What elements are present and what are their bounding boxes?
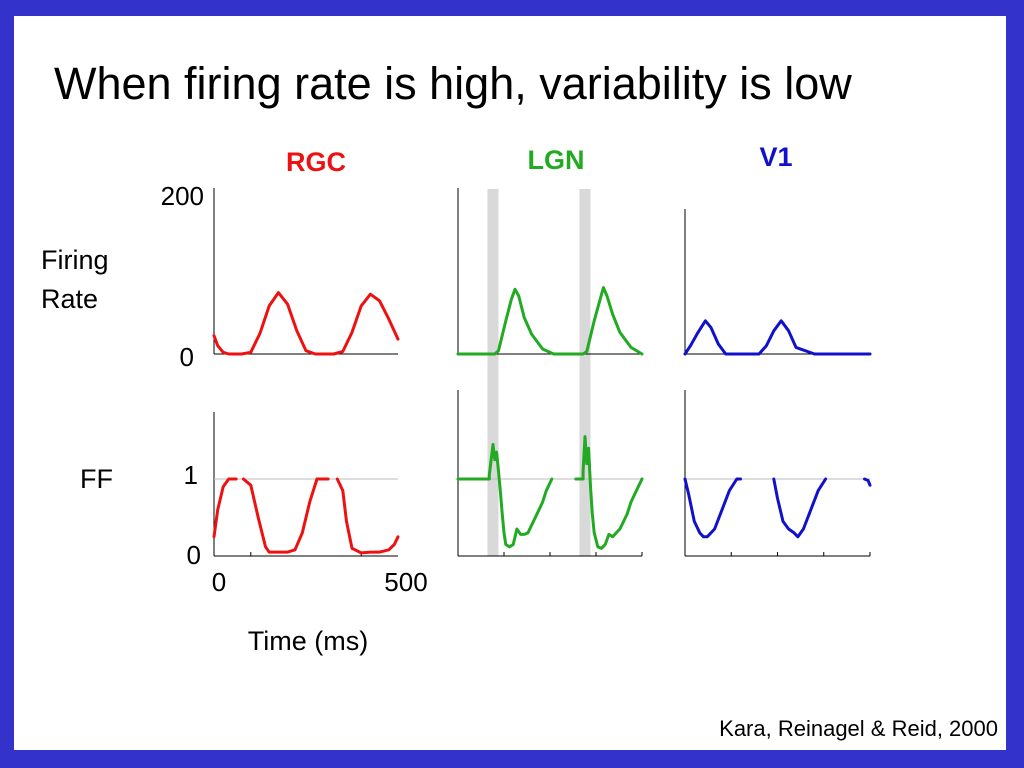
lgn-fano-factor-line-1 bbox=[574, 435, 644, 550]
lgn-firing-rate-line bbox=[456, 286, 644, 356]
ff-tick-0: 0 bbox=[187, 540, 201, 570]
chart-figure: RGC LGN V1 Firing Rate FF 200 0 1 0 0 50… bbox=[41, 142, 872, 656]
v1-fano-factor-line-0 bbox=[683, 477, 742, 539]
v1-firing-rate-line bbox=[683, 319, 872, 356]
rgc-fano-factor-line-3 bbox=[335, 477, 400, 555]
rate-tick-0: 0 bbox=[180, 342, 194, 372]
v1-fano-factor-line-2 bbox=[863, 477, 872, 487]
v1-fano-factor-line-1 bbox=[772, 477, 828, 539]
column-label-lgn: LGN bbox=[528, 145, 585, 175]
row-label-rate-line1: Firing bbox=[41, 245, 109, 275]
citation: Kara, Reinagel & Reid, 2000 bbox=[719, 716, 998, 741]
x-tick-0: 0 bbox=[212, 567, 226, 597]
rate-tick-200: 200 bbox=[161, 181, 204, 211]
row-label-ff: FF bbox=[80, 464, 113, 494]
column-label-v1: V1 bbox=[759, 142, 792, 172]
rgc-fano-factor-line-0 bbox=[212, 477, 238, 539]
lgn-highlight-window-1 bbox=[579, 189, 591, 556]
x-tick-500: 500 bbox=[384, 567, 427, 597]
slide: When firing rate is high, variability is… bbox=[14, 16, 1006, 750]
rgc-firing-rate-line bbox=[212, 291, 400, 356]
column-label-rgc: RGC bbox=[286, 147, 346, 177]
ff-tick-1: 1 bbox=[184, 460, 198, 490]
lgn-fano-factor-line-0 bbox=[456, 442, 554, 549]
slide-title: When firing rate is high, variability is… bbox=[54, 58, 852, 109]
x-axis-label: Time (ms) bbox=[248, 626, 368, 656]
lgn-highlight-window-0 bbox=[487, 189, 499, 556]
row-label-rate-line2: Rate bbox=[41, 284, 98, 314]
rgc-fano-factor-line-1 bbox=[241, 477, 319, 554]
